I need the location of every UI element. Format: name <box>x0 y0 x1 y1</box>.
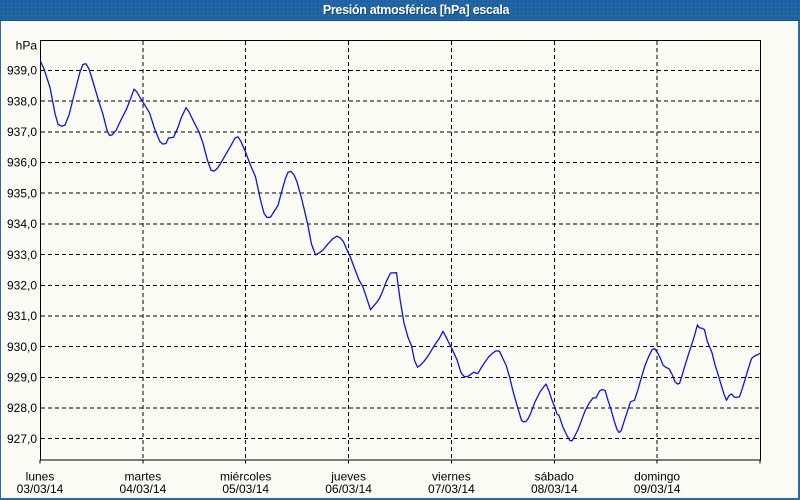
svg-text:936,0: 936,0 <box>7 156 37 170</box>
svg-text:930,0: 930,0 <box>7 340 37 354</box>
svg-text:937,0: 937,0 <box>7 125 37 139</box>
svg-text:viernes: viernes <box>432 470 471 484</box>
svg-text:932,0: 932,0 <box>7 279 37 293</box>
svg-text:sábado: sábado <box>535 470 575 484</box>
svg-text:935,0: 935,0 <box>7 186 37 200</box>
svg-text:931,0: 931,0 <box>7 309 37 323</box>
svg-text:jueves: jueves <box>330 470 366 484</box>
svg-text:martes: martes <box>125 470 162 484</box>
svg-text:934,0: 934,0 <box>7 217 37 231</box>
svg-text:939,0: 939,0 <box>7 64 37 78</box>
svg-text:07/03/14: 07/03/14 <box>428 482 475 496</box>
svg-text:domingo: domingo <box>634 470 680 484</box>
svg-text:lunes: lunes <box>26 470 55 484</box>
svg-text:03/03/14: 03/03/14 <box>17 482 64 496</box>
svg-text:09/03/14: 09/03/14 <box>634 482 681 496</box>
svg-text:928,0: 928,0 <box>7 401 37 415</box>
svg-text:929,0: 929,0 <box>7 371 37 385</box>
svg-text:hPa: hPa <box>16 39 38 53</box>
svg-text:933,0: 933,0 <box>7 248 37 262</box>
svg-text:04/03/14: 04/03/14 <box>120 482 167 496</box>
svg-text:927,0: 927,0 <box>7 432 37 446</box>
svg-text:08/03/14: 08/03/14 <box>531 482 578 496</box>
svg-text:05/03/14: 05/03/14 <box>222 482 269 496</box>
svg-text:miércoles: miércoles <box>220 470 271 484</box>
svg-text:938,0: 938,0 <box>7 94 37 108</box>
svg-text:06/03/14: 06/03/14 <box>325 482 372 496</box>
